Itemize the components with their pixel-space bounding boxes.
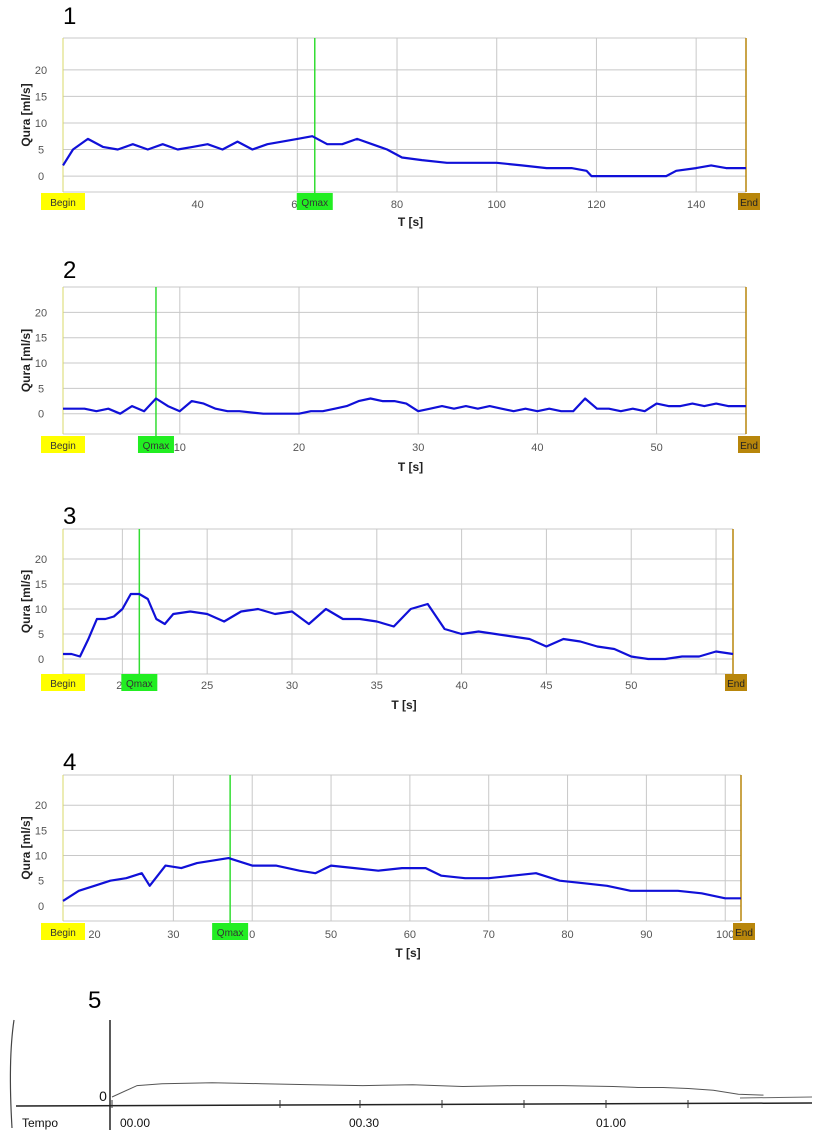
p1-y-tick-label: 10 bbox=[35, 118, 47, 130]
p3-x-axis-label: T [s] bbox=[391, 698, 416, 712]
p2-series-line bbox=[63, 397, 746, 415]
p2-qmax-label: Qmax bbox=[143, 441, 170, 452]
p2-y-tick-label: 5 bbox=[38, 383, 44, 395]
p4-end-label: End bbox=[735, 928, 753, 939]
panel-number-2: 2 bbox=[63, 257, 77, 284]
p4-y-axis-label: Qura [ml/s] bbox=[19, 816, 33, 879]
panel-number-3: 3 bbox=[63, 503, 77, 530]
p4-y-tick-label: 15 bbox=[35, 825, 47, 837]
p1-y-tick-label: 20 bbox=[35, 65, 47, 77]
p1-y-tick-label: 15 bbox=[35, 91, 47, 103]
p1-x-tick-label: 100 bbox=[488, 199, 506, 211]
p1-end-label: End bbox=[740, 198, 758, 209]
p3-y-tick-label: 5 bbox=[38, 629, 44, 641]
p1-begin-label: Begin bbox=[50, 198, 76, 209]
p4-x-tick-label: 70 bbox=[483, 929, 495, 941]
p1-begin-marker bbox=[41, 193, 85, 210]
p2-x-axis-label: T [s] bbox=[398, 460, 423, 474]
p3-y-tick-label: 20 bbox=[35, 554, 47, 566]
p1-x-tick-label: 120 bbox=[587, 199, 605, 211]
p4-y-tick-label: 10 bbox=[35, 851, 47, 863]
p1-y-axis-label: Qura [ml/s] bbox=[19, 83, 33, 146]
p4-x-tick-label: 30 bbox=[167, 929, 179, 941]
p4-x-tick-label: 90 bbox=[640, 929, 652, 941]
p3-y-axis-label: Qura [ml/s] bbox=[19, 570, 33, 633]
p4-end-marker bbox=[733, 923, 755, 940]
p4-y-tick-label: 5 bbox=[38, 876, 44, 888]
p4-qmax-label: Qmax bbox=[217, 928, 244, 939]
p5-x-axis bbox=[15, 1102, 813, 1107]
p4-x-tick-label: 50 bbox=[325, 929, 337, 941]
p4-x-axis-label: T [s] bbox=[395, 946, 420, 960]
p1-x-tick-label: 80 bbox=[391, 199, 403, 211]
p4-x-tick-label: 20 bbox=[88, 929, 100, 941]
panel-number-5: 5 bbox=[88, 987, 102, 1014]
p1-x-axis-label: T [s] bbox=[398, 215, 423, 229]
p4-series-line bbox=[62, 856, 741, 902]
p5-scan-edge bbox=[9, 1019, 15, 1129]
p3-begin-label: Begin bbox=[50, 679, 76, 690]
p3-begin-marker bbox=[41, 674, 85, 691]
p2-begin-marker bbox=[41, 436, 85, 453]
p3-qmax-label: Qmax bbox=[126, 679, 153, 690]
p2-y-tick-label: 10 bbox=[35, 358, 47, 370]
p2-x-tick-label: 50 bbox=[650, 442, 662, 454]
p1-x-tick-label: 40 bbox=[191, 199, 203, 211]
p4-x-tick-label: 0 bbox=[249, 929, 255, 941]
p5-trace-baseline bbox=[739, 1096, 813, 1099]
p3-x-tick-label: 35 bbox=[371, 680, 383, 692]
p3-end-marker bbox=[725, 674, 747, 691]
p1-end-marker bbox=[738, 193, 760, 210]
p3-x-tick-label: 45 bbox=[540, 680, 552, 692]
p2-x-tick-label: 30 bbox=[412, 442, 424, 454]
p3-x-tick-label: 50 bbox=[625, 680, 637, 692]
p1-y-tick-label: 5 bbox=[38, 145, 44, 157]
p2-x-tick-label: 20 bbox=[293, 442, 305, 454]
p3-x-tick-label: 40 bbox=[455, 680, 467, 692]
p3-series-line bbox=[63, 592, 734, 661]
panel-number-1: 1 bbox=[63, 3, 77, 30]
p1-qmax-label: Qmax bbox=[301, 198, 328, 209]
p1-x-tick-label: 140 bbox=[687, 199, 705, 211]
p5-x-tick-label: 01.00 bbox=[596, 1116, 626, 1130]
p3-end-label: End bbox=[727, 679, 745, 690]
p1-y-tick-label: 0 bbox=[38, 171, 44, 183]
p5-x-tick-label: 00.30 bbox=[349, 1116, 379, 1130]
p5-trace-line bbox=[111, 1082, 764, 1098]
p2-x-tick-label: 40 bbox=[531, 442, 543, 454]
panel-number-4: 4 bbox=[63, 749, 77, 776]
p3-y-tick-label: 15 bbox=[35, 579, 47, 591]
p3-x-tick-label: 30 bbox=[286, 680, 298, 692]
p3-y-tick-label: 10 bbox=[35, 604, 47, 616]
p4-y-tick-label: 0 bbox=[38, 901, 44, 913]
p4-x-tick-label: 60 bbox=[404, 929, 416, 941]
p5-x-tick-label: 00.00 bbox=[120, 1116, 150, 1130]
p2-qmax-marker bbox=[137, 436, 174, 453]
p4-y-tick-label: 20 bbox=[35, 800, 47, 812]
p4-qmax-marker bbox=[212, 923, 249, 940]
p2-y-tick-label: 15 bbox=[35, 333, 47, 345]
p3-qmax-marker bbox=[121, 674, 158, 691]
p5-y-zero-label: 0 bbox=[99, 1088, 107, 1104]
p2-end-marker bbox=[738, 436, 760, 453]
p1-series-line bbox=[62, 135, 746, 178]
p4-begin-marker bbox=[41, 923, 85, 940]
p2-begin-label: Begin bbox=[50, 441, 76, 452]
p3-y-tick-label: 0 bbox=[38, 654, 44, 666]
p4-x-tick-label: 80 bbox=[561, 929, 573, 941]
p5-x-axis-label: Tempo bbox=[22, 1116, 58, 1130]
p3-x-tick-label: 25 bbox=[201, 680, 213, 692]
p4-x-tick-label: 100 bbox=[716, 929, 734, 941]
p2-end-label: End bbox=[740, 441, 758, 452]
p2-y-axis-label: Qura [ml/s] bbox=[19, 329, 33, 392]
p2-y-tick-label: 20 bbox=[35, 307, 47, 319]
p2-y-tick-label: 0 bbox=[38, 409, 44, 421]
p2-x-tick-label: 10 bbox=[174, 442, 186, 454]
p1-qmax-marker bbox=[296, 193, 333, 210]
p4-begin-label: Begin bbox=[50, 928, 76, 939]
